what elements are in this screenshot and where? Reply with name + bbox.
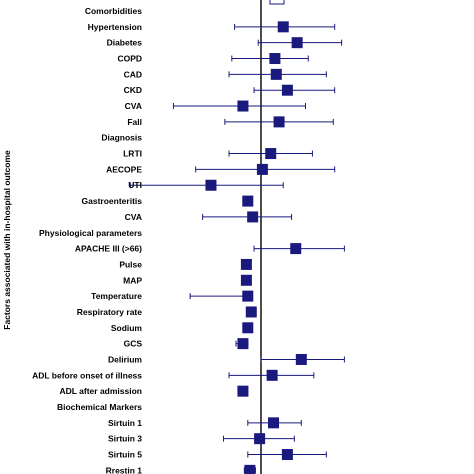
point-estimate-marker [269,53,281,65]
row-label: CVA [125,212,142,222]
point-estimate-marker [268,417,280,429]
row-label: CVA [125,101,142,111]
point-estimate-marker [291,37,303,49]
section-header: Biochemical Markers [57,402,142,412]
row-label: Rrestin 1 [106,465,143,474]
point-estimate-marker [254,433,266,445]
row-label: CKD [124,85,142,95]
row-label: LRTI [123,149,142,159]
confidence-interval-layer [129,23,345,474]
section-header: Diagnosis [101,133,142,143]
row-label: Pulse [119,259,142,269]
row-label: Fall [127,117,142,127]
point-estimate-marker [295,353,307,365]
point-estimate-marker [240,274,252,286]
point-estimate-marker [240,258,252,270]
row-label: APACHE III (>66) [75,244,142,254]
row-label: MAP [123,275,142,285]
point-estimate-marker [247,211,259,223]
point-estimate-marker [277,21,289,33]
point-estimate-marker [290,243,302,255]
row-label: Gastroenteritis [82,196,143,206]
point-estimate-marker [266,369,278,381]
row-label: COPD [117,54,142,64]
point-estimate-layer [205,21,307,474]
row-label: ADL before onset of illness [32,370,142,380]
section-header: Physiological parameters [39,228,142,238]
row-label: Sirtuin 3 [108,434,142,444]
row-label: ADL after admission [59,386,142,396]
row-label: Temperature [91,291,142,301]
point-estimate-marker [244,464,256,474]
row-label: AECOPE [106,164,142,174]
point-estimate-marker [237,100,249,112]
row-label: GCS [124,339,143,349]
row-label: Respiratory rate [77,307,142,317]
point-estimate-marker [242,290,254,302]
point-estimate-marker [256,163,268,175]
y-axis-title: Factors associated with in-hospital outc… [2,150,12,330]
section-header: Comorbidities [85,6,142,16]
point-estimate-marker [205,179,217,191]
row-label: Sirtuin 1 [108,418,142,428]
point-estimate-marker [245,306,257,318]
row-label: Sirtuin 5 [108,450,142,460]
point-estimate-marker [237,338,249,350]
row-label: Diabetes [107,38,143,48]
row-label: UTI [128,180,142,190]
point-estimate-marker [281,84,293,96]
point-estimate-marker [273,116,285,128]
point-estimate-marker [270,68,282,80]
point-estimate-marker [242,195,254,207]
row-label: Hypertension [88,22,142,32]
row-label-layer: Comorbidities Hypertension Diabetes COPD CAD… [32,6,142,474]
point-estimate-marker [242,322,254,334]
row-label: Sodium [111,323,143,333]
point-estimate-marker [281,449,293,461]
legend-marker [269,0,285,5]
point-estimate-marker [237,385,249,397]
row-label: CAD [124,69,142,79]
point-estimate-marker [265,148,277,160]
row-label: Delirium [108,354,142,364]
